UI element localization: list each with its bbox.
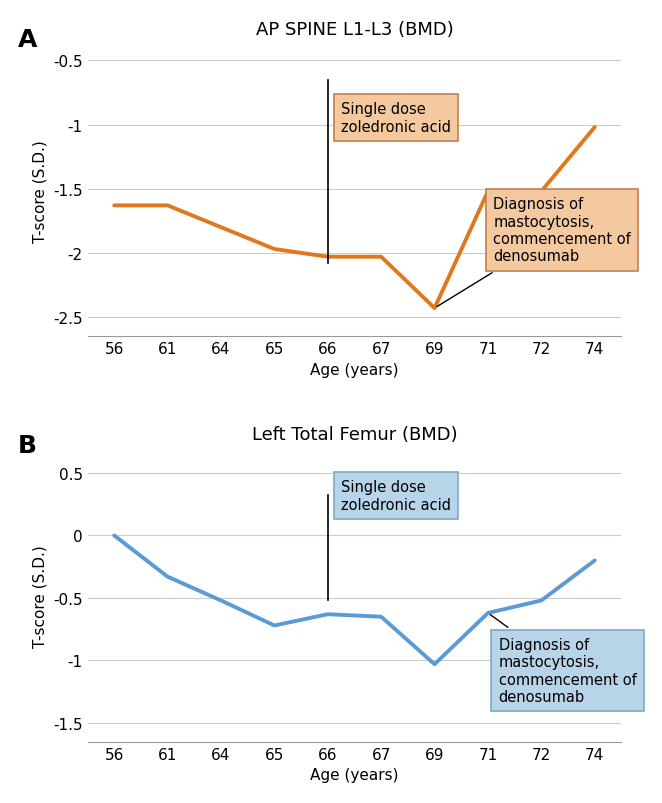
Y-axis label: T-score (S.D.): T-score (S.D.) [32,545,48,648]
X-axis label: Age (years): Age (years) [310,767,399,782]
Text: Single dose
zoledronic acid: Single dose zoledronic acid [341,102,451,135]
Text: B: B [18,434,37,458]
Title: Left Total Femur (BMD): Left Total Femur (BMD) [252,426,457,444]
X-axis label: Age (years): Age (years) [310,362,399,377]
Text: Diagnosis of
mastocytosis,
commencement of
denosumab: Diagnosis of mastocytosis, commencement … [490,615,636,704]
Text: Single dose
zoledronic acid: Single dose zoledronic acid [341,479,451,512]
Text: A: A [18,28,38,52]
Text: Diagnosis of
mastocytosis,
commencement of
denosumab: Diagnosis of mastocytosis, commencement … [437,197,631,308]
Title: AP SPINE L1-L3 (BMD): AP SPINE L1-L3 (BMD) [256,21,453,39]
Y-axis label: T-score (S.D.): T-score (S.D.) [32,140,48,243]
